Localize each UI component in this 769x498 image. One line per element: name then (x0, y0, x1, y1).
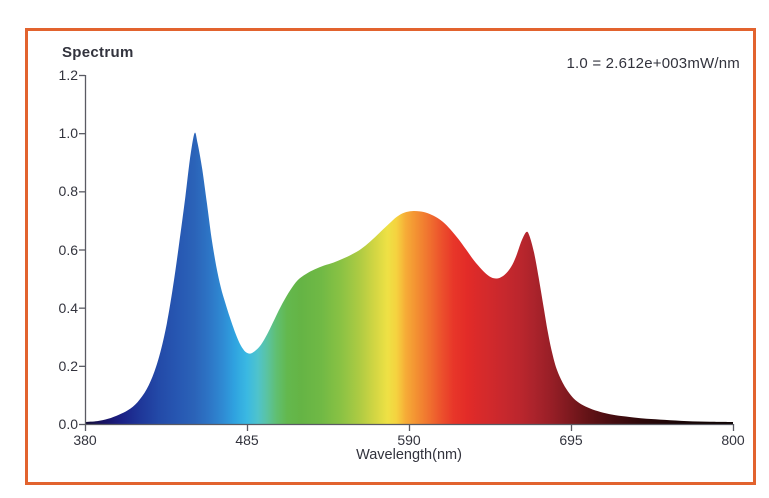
y-tick-label-0.0: 0.0 (58, 416, 78, 432)
x-axis-title: Wavelength(nm) (356, 447, 462, 463)
y-tick-label-0.6: 0.6 (58, 241, 78, 258)
x-tick-label-380: 380 (73, 432, 97, 448)
y-tick-label-1.2: 1.2 (58, 67, 78, 83)
axes (79, 74, 735, 431)
x-tick-label-485: 485 (235, 432, 259, 448)
x-tick-label-590: 590 (397, 432, 421, 448)
y-tick-label-0.4: 0.4 (58, 299, 78, 316)
y-tick-label-1.0: 1.0 (58, 125, 78, 142)
y-tick-label-0.8: 0.8 (58, 183, 78, 200)
x-tick-label-800: 800 (721, 432, 745, 448)
scale-annotation: 1.0 = 2.612e+003mW/nm (566, 55, 740, 72)
chart-title: Spectrum (62, 44, 134, 61)
spectrum-chart (79, 74, 735, 431)
spectrum-area-curve (85, 132, 733, 424)
x-tick-label-695: 695 (559, 432, 583, 448)
y-tick-label-0.2: 0.2 (58, 357, 78, 374)
